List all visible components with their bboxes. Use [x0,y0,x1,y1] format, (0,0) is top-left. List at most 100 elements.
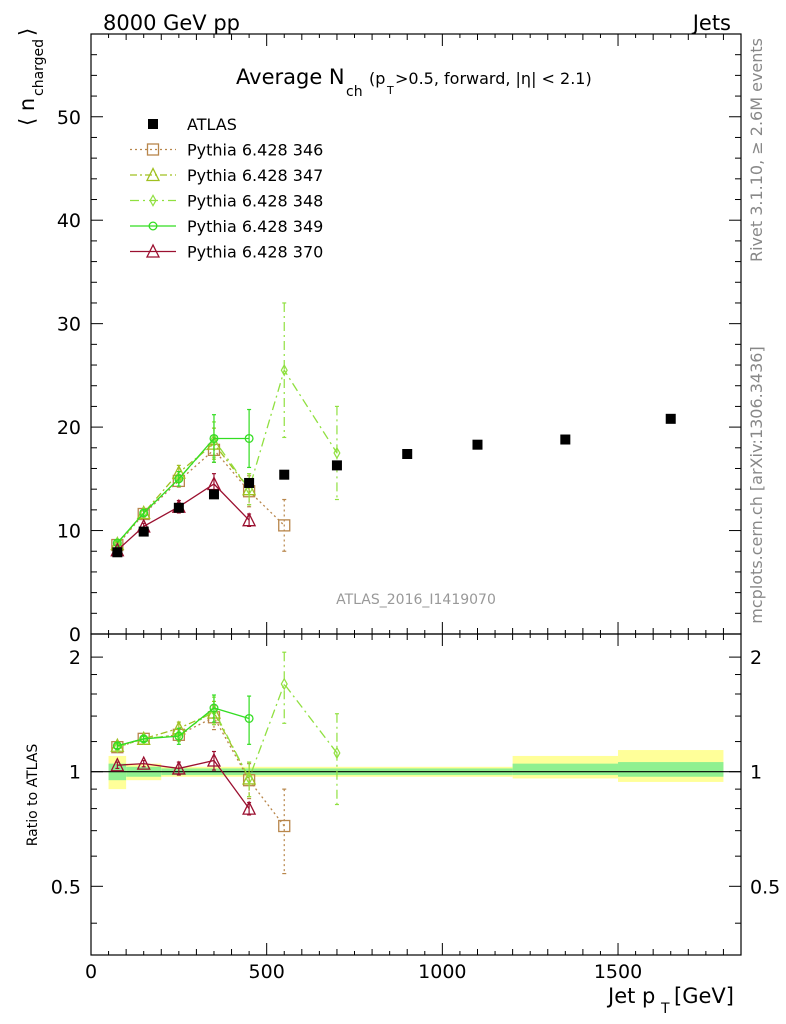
ratio-y-tick-label-right: 2 [750,647,762,669]
ratio-y-tick-label-left: 2 [69,647,81,669]
atlas-point [279,469,290,480]
atlas-point [138,526,149,537]
legend-marker-0 [146,143,160,156]
ratio-y-label: Ratio to ATLAS [25,744,41,847]
y-tick-label: 20 [57,417,81,439]
legend-marker-1 [145,167,161,182]
rivet-label: Rivet 3.1.10, ≥ 2.6M events [747,38,766,262]
y-tick-label: 30 [57,314,81,336]
ratio-point [333,746,341,760]
ratio-point [244,713,254,723]
y-tick-label: 10 [57,521,81,543]
legend-label-3: Pythia 6.428 349 [187,217,323,236]
legend: ATLAS Pythia 6.428 346 Pythia 6.428 347 Pyt… [130,115,323,262]
atlas-point [472,439,483,450]
ratio-point [139,734,149,744]
ratio-frame [90,633,742,956]
ylabel-sub: charged [31,39,47,96]
watermark: ATLAS_2016_I1419070 [336,592,496,608]
ratio-point [206,752,222,767]
main-point [242,512,257,527]
legend-marker-3 [148,221,158,231]
ratio-series-2 [113,651,341,806]
main-point [278,519,291,532]
atlas-point [331,460,342,471]
x-tick-label: 500 [249,961,285,983]
main-series-2 [113,302,341,550]
title-sub: ch [346,84,363,100]
legend-marker-4 [145,243,161,258]
ratio-point [209,703,219,713]
ratio-point [136,755,151,770]
main-point [112,538,122,548]
legend-entry-atlas: ATLAS [148,115,237,134]
xlabel-main: Jet p [606,984,655,1008]
title-paren-rest: >0.5, forward, |η| < 2.1) [395,69,592,88]
ratio-y-tick-label-left: 0.5 [51,876,81,898]
title-paren-open: (p [369,69,385,88]
ratio-band-inner-3 [512,763,619,776]
atlas-point [208,489,219,500]
ratio-series-1 [110,700,257,798]
mcplots-label: mcplots.cern.ch [arXiv:1306.3436] [747,346,766,623]
legend-label-4: Pythia 6.428 370 [187,243,323,262]
main-point [244,433,254,443]
legend-label-2: Pythia 6.428 348 [187,192,323,211]
legend-marker-atlas [148,119,158,129]
xlabel-sub: T [660,1001,670,1017]
ratio-point [174,731,184,741]
header-left: 8000 GeV pp [103,11,240,35]
main-point [174,474,184,484]
ratio-point [278,819,291,833]
y-axis-label: ⟨ n charged ⟩ [15,28,47,126]
ratio-point [245,772,253,785]
xlabel-unit: [GeV] [674,984,734,1008]
atlas-point [665,413,676,424]
ylabel-main: ⟨ n [15,98,39,126]
ratio-point [171,760,186,775]
chart-title: Average N ch (p T >0.5, forward, |η| < 2… [236,65,592,100]
header-right: Jets [691,11,731,35]
ratio-y-tick-label-left: 1 [69,762,81,784]
legend-label-0: Pythia 6.428 346 [187,141,323,160]
ratio-plot: 0 500 1000 1500 0.5 0.5 1 1 2 2 [51,633,780,983]
ratio-point [110,757,125,772]
ratio-series-4 [110,750,257,816]
legend-label-1: Pythia 6.428 347 [187,166,323,185]
title-main: Average N [236,65,345,89]
main-series-line-1 [116,442,250,545]
atlas-point [402,449,413,459]
y-tick-label: 0 [69,624,81,646]
ratio-point [280,677,288,691]
title-paren-sub: T [386,84,394,97]
ratio-series-3 [112,694,254,751]
atlas-point [560,434,571,445]
main-point [333,446,341,460]
atlas-point [173,502,184,513]
legend-entry-1: Pythia 6.428 347 [130,166,323,185]
ratio-point [242,800,257,815]
main-series-1 [110,427,257,551]
main-point [280,363,288,377]
main-series-line-3 [116,437,250,544]
legend-entry-0: Pythia 6.428 346 [130,141,323,160]
main-series-line-2 [116,368,338,544]
legend-entry-4: Pythia 6.428 370 [130,243,323,262]
atlas-point [112,547,123,558]
atlas-point [244,477,255,488]
x-tick-label: 1500 [594,961,642,983]
ratio-series-0 [111,705,291,875]
y-tick-label: 40 [57,210,81,232]
main-series-line-4 [116,483,250,551]
legend-entry-2: Pythia 6.428 348 [130,192,323,211]
main-series-3 [112,408,254,548]
ratio-point [112,741,122,751]
ratio-y-tick-label-right: 1 [750,762,762,784]
y-tick-label: 50 [57,107,81,129]
x-tick-label: 1000 [418,961,466,983]
ratio-point [140,732,148,746]
ratio-band-inner-4 [618,762,724,777]
legend-entry-3: Pythia 6.428 349 [130,217,323,236]
x-tick-label: 0 [85,961,97,983]
